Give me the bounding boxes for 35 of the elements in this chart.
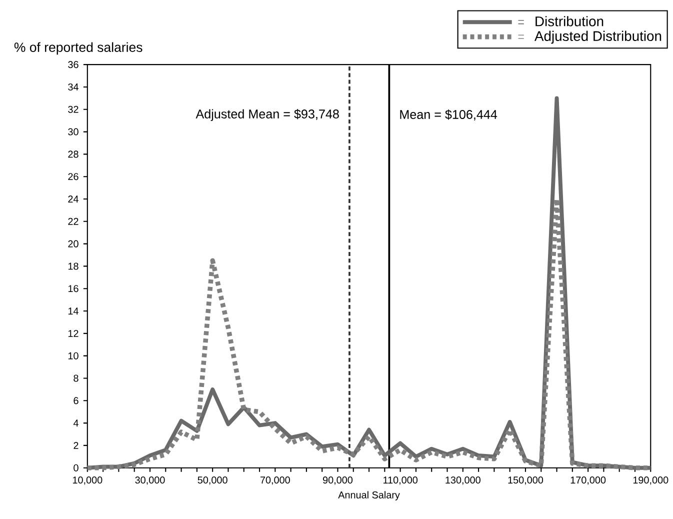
x-tick-label: 170,000	[570, 476, 606, 485]
x-tick-label: 190,000	[633, 476, 668, 485]
y-tick-label: 36	[68, 61, 78, 68]
y-tick-label: 24	[68, 196, 78, 203]
y-tick-label: 10	[68, 352, 78, 360]
x-tick-label: 110,000	[383, 476, 418, 485]
y-tick-label: 14	[68, 308, 78, 315]
x-tick-label: 10,000	[72, 476, 102, 485]
x-tick-label: 130,000	[446, 476, 480, 485]
y-tick-label: 16	[68, 285, 78, 292]
y-tick-label: 20	[68, 240, 78, 248]
x-axis-title: Annual Salary	[338, 491, 400, 501]
y-tick-label: 6	[74, 397, 78, 404]
y-tick-label: 30	[68, 128, 78, 136]
y-tick-label: 22	[68, 218, 78, 226]
y-tick-label: 4	[73, 420, 78, 427]
ref-line-label: Adjusted Mean = $93,748	[196, 109, 339, 122]
y-tick-label: 8	[74, 374, 78, 382]
y-tick-label: 32	[68, 106, 78, 114]
x-tick-label: 50,000	[198, 476, 228, 485]
y-axis-title: % of reported salaries	[14, 42, 142, 55]
y-tick-label: 0	[74, 464, 78, 472]
y-tick-label: 2	[74, 442, 78, 450]
x-tick-label: 150,000	[508, 476, 544, 485]
x-tick-label: 90,000	[323, 476, 353, 485]
ref-line-label: Mean = $106,444	[400, 110, 498, 121]
legend-label: Distribution	[536, 16, 604, 27]
x-tick-label: 30,000	[135, 476, 165, 485]
y-tick-label: 34	[68, 84, 78, 91]
legend-label: Adjusted Distribution	[534, 31, 662, 44]
y-tick-label: 26	[68, 173, 78, 180]
y-tick-label: 12	[68, 330, 78, 338]
x-tick-label: 70,000	[260, 476, 290, 485]
y-tick-label: 28	[68, 150, 78, 158]
y-tick-label: 18	[68, 262, 78, 270]
